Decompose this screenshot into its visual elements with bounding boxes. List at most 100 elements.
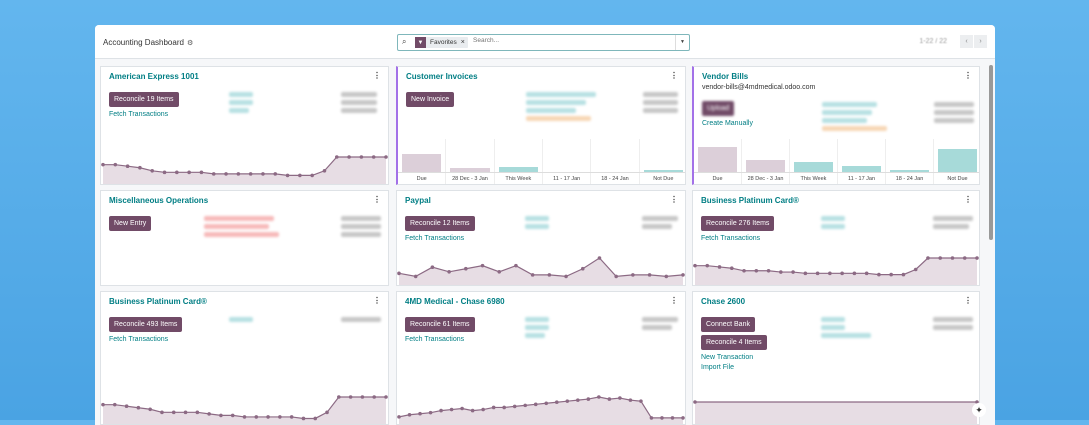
fetch-transactions-link[interactable]: Fetch Transactions	[701, 235, 761, 242]
data-point[interactable]	[124, 404, 129, 408]
pager-value[interactable]: 1-22 / 22	[919, 38, 947, 45]
data-point[interactable]	[242, 415, 247, 419]
data-point[interactable]	[639, 399, 643, 403]
data-point[interactable]	[547, 273, 552, 277]
bar[interactable]	[794, 161, 833, 173]
more-options-icon[interactable]: ⋮	[964, 296, 972, 305]
data-point[interactable]	[384, 155, 388, 159]
data-point[interactable]	[407, 412, 412, 417]
search-bar[interactable]: ⌕ ▼ Favorites× ▼	[397, 34, 690, 51]
data-point[interactable]	[554, 400, 559, 405]
data-point[interactable]	[512, 404, 517, 409]
data-point[interactable]	[101, 402, 105, 407]
data-point[interactable]	[171, 410, 176, 415]
data-point[interactable]	[348, 395, 353, 399]
fetch-transactions-link[interactable]: Fetch Transactions	[109, 336, 169, 343]
data-point[interactable]	[148, 407, 152, 412]
data-point[interactable]	[136, 405, 141, 410]
new-entry-button[interactable]: New Entry	[109, 216, 152, 231]
create-manually-link[interactable]: Create Manually	[702, 120, 753, 127]
scrollbar[interactable]	[989, 65, 993, 240]
data-point[interactable]	[815, 271, 820, 276]
data-point[interactable]	[470, 408, 475, 413]
data-point[interactable]	[347, 155, 351, 159]
data-point[interactable]	[693, 400, 697, 404]
data-point[interactable]	[325, 410, 329, 415]
data-point[interactable]	[950, 256, 955, 260]
journal-title[interactable]: Business Platinum Card®	[109, 297, 207, 306]
data-point[interactable]	[430, 265, 435, 269]
data-point[interactable]	[597, 256, 602, 260]
data-point[interactable]	[791, 270, 795, 274]
data-point[interactable]	[199, 170, 204, 175]
reconcile-4-items-button[interactable]: Reconcile 4 Items	[701, 335, 767, 350]
data-point[interactable]	[544, 401, 549, 406]
data-point[interactable]	[913, 267, 918, 272]
data-point[interactable]	[864, 271, 869, 276]
bar[interactable]	[643, 170, 683, 173]
bar[interactable]	[450, 168, 490, 173]
data-point[interactable]	[337, 395, 341, 399]
data-point[interactable]	[138, 165, 142, 170]
data-point[interactable]	[705, 263, 710, 268]
data-point[interactable]	[580, 266, 585, 271]
data-point[interactable]	[113, 162, 118, 167]
more-options-icon[interactable]: ⋮	[373, 71, 381, 80]
data-point[interactable]	[162, 170, 167, 175]
data-point[interactable]	[681, 416, 685, 420]
data-point[interactable]	[418, 411, 422, 416]
data-point[interactable]	[278, 415, 282, 419]
data-point[interactable]	[852, 271, 857, 276]
data-point[interactable]	[564, 274, 568, 279]
data-point[interactable]	[717, 265, 722, 269]
bar[interactable]	[402, 153, 442, 173]
pager-next-button[interactable]: ›	[974, 35, 987, 48]
data-point[interactable]	[211, 172, 216, 176]
gear-icon[interactable]: ⚙	[186, 40, 194, 47]
journal-title[interactable]: Customer Invoices	[406, 72, 478, 81]
data-point[interactable]	[301, 416, 306, 421]
data-point[interactable]	[273, 172, 278, 176]
data-point[interactable]	[938, 256, 943, 260]
data-point[interactable]	[565, 399, 570, 403]
data-point[interactable]	[664, 274, 669, 279]
data-point[interactable]	[187, 170, 191, 175]
data-point[interactable]	[298, 173, 302, 178]
data-point[interactable]	[607, 397, 612, 401]
data-point[interactable]	[266, 415, 270, 419]
more-options-icon[interactable]: ⋮	[373, 195, 381, 204]
journal-title[interactable]: Paypal	[405, 196, 431, 205]
data-point[interactable]	[693, 263, 697, 268]
data-point[interactable]	[224, 172, 228, 176]
data-point[interactable]	[428, 410, 433, 415]
data-point[interactable]	[828, 271, 832, 276]
new-transaction-link[interactable]: New Transaction	[701, 354, 754, 361]
journal-title[interactable]: Business Platinum Card®	[701, 196, 799, 205]
data-point[interactable]	[481, 407, 485, 412]
data-point[interactable]	[254, 415, 259, 419]
data-point[interactable]	[261, 172, 265, 176]
data-point[interactable]	[360, 395, 365, 399]
data-point[interactable]	[514, 263, 518, 268]
data-point[interactable]	[576, 398, 580, 402]
data-point[interactable]	[112, 402, 117, 407]
data-point[interactable]	[901, 272, 906, 277]
reconcile-493-items-button[interactable]: Reconcile 493 Items	[109, 317, 183, 332]
journal-title[interactable]: Miscellaneous Operations	[109, 196, 209, 205]
data-point[interactable]	[480, 263, 485, 268]
more-options-icon[interactable]: ⋮	[670, 71, 678, 80]
data-point[interactable]	[150, 169, 155, 173]
data-point[interactable]	[183, 410, 188, 415]
data-point[interactable]	[160, 410, 164, 415]
data-point[interactable]	[742, 268, 746, 273]
journal-title[interactable]: American Express 1001	[109, 72, 199, 81]
data-point[interactable]	[647, 273, 652, 277]
data-point[interactable]	[649, 416, 654, 420]
fetch-transactions-link[interactable]: Fetch Transactions	[109, 111, 169, 118]
data-point[interactable]	[766, 268, 771, 273]
data-point[interactable]	[628, 398, 633, 402]
data-point[interactable]	[523, 403, 528, 408]
favorites-facet[interactable]: ▼ Favorites ×	[415, 37, 468, 48]
data-point[interactable]	[236, 172, 241, 176]
data-point[interactable]	[322, 169, 327, 173]
